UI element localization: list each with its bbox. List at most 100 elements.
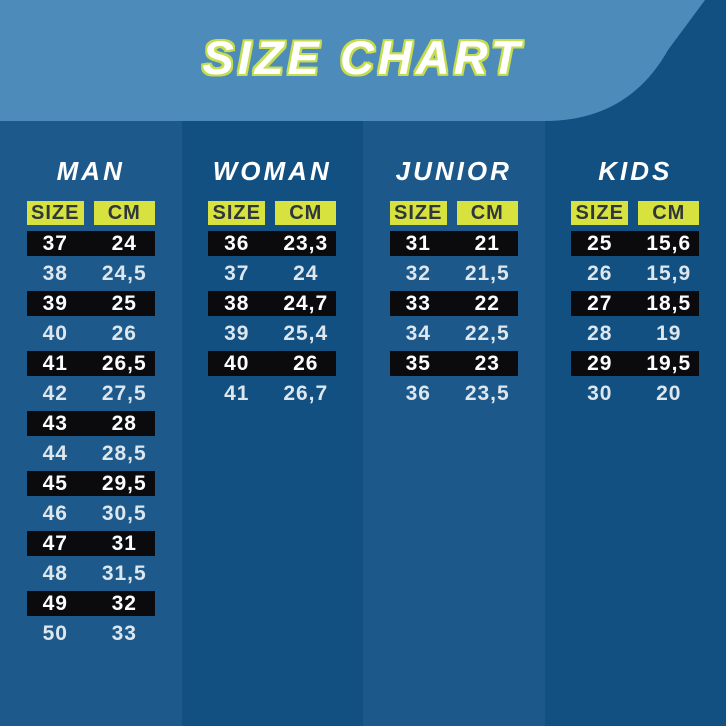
size-cell: 28 <box>587 321 613 345</box>
cm-header-cell: CM <box>456 201 518 225</box>
cm-cell: 21,5 <box>464 261 510 285</box>
size-cell: 32 <box>405 261 431 285</box>
size-column-man: MAN SIZE CM 37 24 38 24,5 39 25 40 26 41 26,5 42 27,5 4… <box>0 121 182 726</box>
column-title: MAN <box>56 156 125 186</box>
size-column-junior: JUNIOR SIZE CM 31 21 32 21,5 33 22 34 22,5 35 23 36 23… <box>363 121 545 726</box>
table-row: 31 21 <box>389 231 518 256</box>
table-row: 48 31,5 <box>27 561 155 586</box>
size-cell: 49 <box>42 591 68 615</box>
table-row: 50 33 <box>27 621 155 646</box>
cm-cell: 25 <box>111 291 137 315</box>
size-header-cell: SIZE <box>571 201 629 225</box>
page-title: SIZE CHART <box>202 31 524 84</box>
table-row: 43 28 <box>26 411 155 436</box>
cm-cell: 31 <box>111 531 137 555</box>
table-row: 41 26,7 <box>208 381 336 406</box>
size-cell: 41 <box>42 351 68 375</box>
table-row: 32 21,5 <box>390 261 518 286</box>
size-header-cell: SIZE <box>389 201 447 225</box>
size-cell: 34 <box>405 321 431 345</box>
table-row: 38 24,5 <box>27 261 155 286</box>
size-cell: 39 <box>42 291 68 315</box>
size-header-cell: SIZE <box>208 201 266 225</box>
table-row: 39 25 <box>26 291 155 316</box>
cm-cell: 21 <box>474 231 500 255</box>
table-row: 41 26,5 <box>26 351 155 376</box>
table-row: 37 24 <box>208 261 336 286</box>
size-column-woman: WOMAN SIZE CM 36 23,3 37 24 38 24,7 39 25,4 40 26 41 2… <box>182 121 364 726</box>
cm-cell: 19 <box>656 321 682 345</box>
cm-cell: 25,4 <box>283 321 329 345</box>
size-cell: 48 <box>42 561 68 585</box>
table-row: 39 25,4 <box>208 321 336 346</box>
table-row: 29 19,5 <box>571 351 700 376</box>
size-header-cell: SIZE <box>26 201 84 225</box>
column-title: WOMAN <box>212 156 332 186</box>
column-title: JUNIOR <box>395 156 512 186</box>
cm-cell: 15,9 <box>646 261 692 285</box>
size-cell: 42 <box>42 381 68 405</box>
size-cell: 27 <box>587 291 613 315</box>
size-cell: 38 <box>42 261 68 285</box>
table-row: 30 20 <box>571 381 699 406</box>
table-row: 38 24,7 <box>208 291 337 316</box>
cm-cell: 26,5 <box>101 351 147 375</box>
size-cell: 31 <box>405 231 431 255</box>
size-cell: 46 <box>42 501 68 525</box>
size-cell: 36 <box>405 381 431 405</box>
size-cell: 44 <box>42 441 68 465</box>
table-row: 33 22 <box>389 291 518 316</box>
cm-cell: 28,5 <box>101 441 147 465</box>
table-row: 44 28,5 <box>27 441 155 466</box>
cm-header-cell: CM <box>93 201 155 225</box>
size-cell: 33 <box>405 291 431 315</box>
size-cell: 37 <box>42 231 68 255</box>
size-cell: 26 <box>587 261 613 285</box>
table-row: 40 26 <box>208 351 337 376</box>
size-cell: 37 <box>224 261 250 285</box>
cm-cell: 27,5 <box>101 381 147 405</box>
cm-cell: 22 <box>474 291 500 315</box>
cm-cell: 28 <box>111 411 137 435</box>
cm-header-cell: CM <box>275 201 337 225</box>
table-row: 47 31 <box>26 531 155 556</box>
table-row: 36 23,3 <box>208 231 337 256</box>
size-table: MAN SIZE CM 37 24 38 24,5 39 25 40 26 41 26,5 42 27,5 4… <box>0 121 726 726</box>
size-cell: 35 <box>405 351 431 375</box>
size-cell: 38 <box>224 291 250 315</box>
cm-cell: 29,5 <box>101 471 147 495</box>
cm-cell: 30,5 <box>101 501 147 525</box>
cm-cell: 23,3 <box>283 231 329 255</box>
size-cell: 40 <box>224 351 250 375</box>
table-row: 27 18,5 <box>571 291 700 316</box>
cm-cell: 26,7 <box>283 381 329 405</box>
cm-cell: 24 <box>111 231 137 255</box>
cm-cell: 18,5 <box>646 291 692 315</box>
cm-cell: 19,5 <box>646 351 692 375</box>
column-header-row: SIZE CM <box>389 201 518 225</box>
size-cell: 50 <box>42 621 68 645</box>
column-header-row: SIZE CM <box>26 201 155 225</box>
table-row: 37 24 <box>26 231 155 256</box>
header-banner <box>0 0 705 121</box>
table-row: 45 29,5 <box>26 471 155 496</box>
size-cell: 41 <box>224 381 250 405</box>
table-row: 34 22,5 <box>390 321 518 346</box>
column-header-row: SIZE CM <box>571 201 700 225</box>
column-header-row: SIZE CM <box>208 201 337 225</box>
size-cell: 29 <box>587 351 613 375</box>
table-row: 49 32 <box>26 591 155 616</box>
size-cell: 43 <box>42 411 68 435</box>
table-row: 35 23 <box>389 351 518 376</box>
cm-cell: 24,5 <box>101 261 147 285</box>
size-cell: 30 <box>587 381 613 405</box>
cm-cell: 26 <box>293 351 319 375</box>
table-row: 40 26 <box>27 321 155 346</box>
table-row: 42 27,5 <box>27 381 155 406</box>
size-cell: 45 <box>42 471 68 495</box>
column-title: KIDS <box>598 156 673 186</box>
cm-cell: 32 <box>111 591 137 615</box>
cm-cell: 33 <box>111 621 137 645</box>
cm-header-cell: CM <box>638 201 700 225</box>
size-cell: 25 <box>587 231 613 255</box>
